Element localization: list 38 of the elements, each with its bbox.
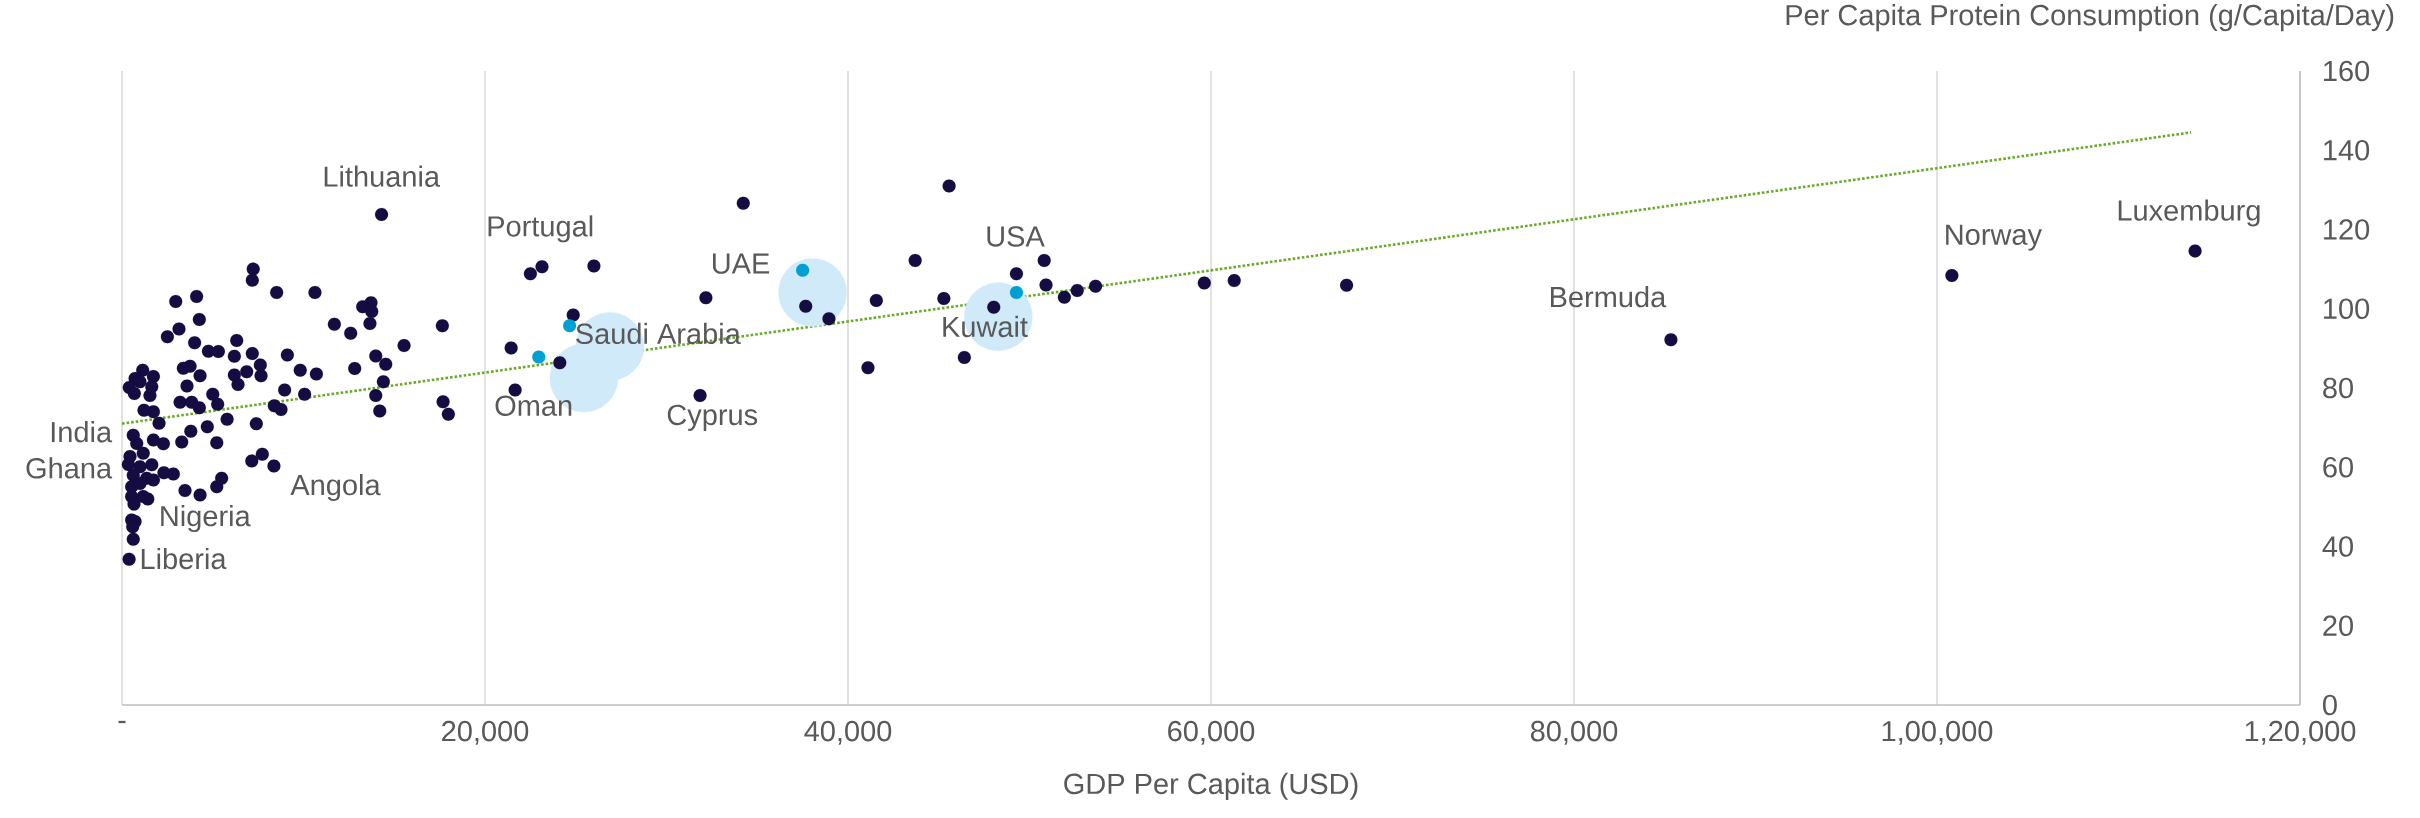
annotation: Bermuda	[1550, 286, 1667, 308]
y-tick-label: 0	[2322, 694, 2337, 716]
annotation: UAE	[712, 253, 770, 274]
text: India	[51, 421, 113, 443]
annotation: Norway	[1946, 224, 2042, 251]
text: Ghana	[26, 457, 113, 479]
x-tick-label: 60,000	[1168, 720, 1255, 745]
point	[796, 263, 810, 277]
x-tick-label: 20,000	[442, 720, 529, 745]
annotation: Portugal	[488, 215, 593, 243]
y-tick-label: 60	[2323, 456, 2353, 478]
point	[532, 350, 546, 364]
y-tick-label: 160	[2324, 60, 2370, 82]
annotation: Oman	[495, 395, 572, 416]
annotation: Luxemburg	[2118, 199, 2260, 227]
y-tick-label: 140	[2324, 139, 2370, 161]
point	[563, 319, 577, 333]
annotation: Nigeria	[161, 505, 251, 533]
x-tick-label: 1,20,000	[2245, 720, 2356, 745]
annotation: Liberia	[141, 547, 227, 570]
x-tick-label: 1,00,000	[1882, 720, 1993, 745]
y-tick-label: 80	[2323, 377, 2353, 399]
y-tick-label: 120	[2324, 219, 2370, 240]
y-tick-label: 20	[2323, 615, 2353, 636]
point	[1009, 285, 1023, 300]
y-tick-label: 100	[2324, 298, 2370, 319]
x-tick-label: -	[118, 720, 126, 724]
annotation: Cyprus	[667, 404, 758, 431]
annotation: Saudi Arabia	[576, 322, 741, 345]
x-tick-label: 80,000	[1530, 720, 1618, 745]
annotation: USA	[987, 226, 1045, 247]
x-axis-title: GDP Per Capita (USD)	[1064, 772, 1358, 800]
annotation: Kuwait	[943, 315, 1028, 338]
annotation: Lithuania	[324, 165, 441, 187]
y-tick-label: 40	[2322, 536, 2353, 557]
annotation: Angola	[290, 474, 381, 502]
x-tick-label: 40,000	[804, 720, 892, 745]
y-axis-title: Per Capita Protein Consumption (g/Capita/Day)	[1786, 4, 2394, 32]
